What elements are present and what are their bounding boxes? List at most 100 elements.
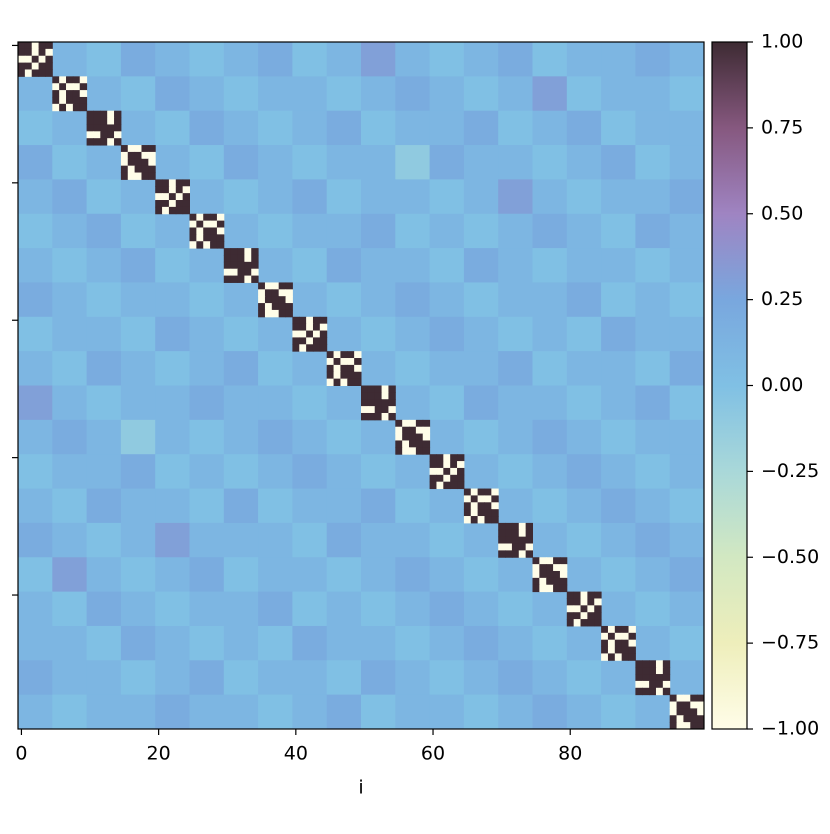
heatmap-cell	[18, 48, 26, 57]
heatmap-cell	[347, 364, 355, 373]
heatmap-cell	[120, 110, 156, 146]
heatmap-cell	[621, 632, 630, 641]
heatmap-cell	[114, 138, 122, 146]
heatmap-cell	[669, 715, 678, 723]
heatmap-cell	[18, 454, 53, 490]
heatmap-cell	[148, 165, 156, 174]
heatmap-cell	[155, 694, 190, 730]
heatmap-cell	[148, 151, 156, 160]
heatmap-cell	[477, 488, 485, 496]
heatmap-cell	[559, 570, 568, 579]
heatmap-cell	[690, 715, 698, 723]
heatmap-cell	[635, 454, 671, 490]
heatmap-cell	[594, 598, 602, 606]
heatmap-cell	[361, 625, 396, 661]
heatmap-cell	[374, 385, 383, 393]
heatmap-cell	[18, 660, 53, 696]
heatmap-cell	[223, 261, 232, 270]
heatmap-cell	[134, 151, 142, 160]
heatmap-cell	[463, 516, 472, 524]
heatmap-cell	[463, 660, 499, 696]
heatmap-cell	[52, 625, 88, 661]
heatmap-cell	[52, 213, 88, 249]
heatmap-cell	[697, 715, 705, 723]
heatmap-cell	[148, 145, 156, 153]
heatmap-cell	[107, 131, 115, 139]
heatmap-cell	[312, 337, 321, 345]
heatmap-cell	[66, 76, 74, 84]
heatmap-cell	[415, 426, 424, 435]
heatmap-cell	[120, 660, 156, 696]
heatmap-cell	[477, 495, 485, 503]
heatmap-cell	[601, 385, 636, 421]
heatmap-cell	[601, 632, 609, 641]
heatmap-cell	[566, 316, 602, 352]
heatmap-cell	[402, 419, 410, 428]
heatmap-cell	[292, 625, 328, 661]
heatmap-cell	[649, 687, 657, 696]
heatmap-cell	[587, 591, 595, 599]
heatmap-cell	[532, 179, 568, 215]
heatmap-cell	[326, 454, 362, 490]
heatmap-cell	[498, 543, 506, 551]
heatmap-cell	[580, 591, 588, 599]
heatmap-cell	[258, 145, 293, 180]
heatmap-cell	[31, 62, 40, 70]
heatmap-cell	[38, 62, 46, 70]
heatmap-cell	[532, 694, 568, 730]
heatmap-cell	[127, 172, 136, 180]
heatmap-cell	[422, 447, 431, 455]
heatmap-cell	[93, 138, 101, 146]
heatmap-cell	[182, 193, 190, 201]
heatmap-cell	[621, 646, 630, 654]
heatmap-cell	[237, 261, 245, 270]
heatmap-cell	[189, 694, 225, 730]
heatmap-cell	[251, 254, 259, 263]
heatmap-cell	[45, 48, 53, 57]
heatmap-cell	[566, 42, 602, 77]
heatmap-cell	[189, 213, 197, 222]
heatmap-cell	[79, 83, 88, 91]
heatmap-cell	[210, 227, 218, 235]
heatmap-cell	[72, 83, 81, 91]
heatmap-cell	[669, 110, 705, 146]
heatmap-cell	[271, 303, 280, 311]
heatmap-cell	[127, 158, 136, 167]
heatmap-cell	[155, 419, 190, 455]
heatmap-cell	[237, 268, 245, 277]
heatmap-cell	[292, 694, 328, 730]
heatmap-cell	[306, 316, 314, 325]
heatmap-cell	[319, 344, 328, 352]
heatmap-cell	[79, 76, 88, 84]
heatmap-cell	[326, 625, 362, 661]
heatmap-cell	[429, 591, 465, 627]
heatmap-cell	[326, 557, 362, 593]
heatmap-cell	[429, 42, 465, 77]
heatmap-cell	[354, 371, 362, 380]
heatmap-cell	[203, 220, 211, 228]
heatmap-cell	[470, 488, 479, 496]
heatmap-cell	[566, 419, 602, 455]
heatmap-cell	[532, 570, 540, 579]
heatmap-cell	[18, 351, 53, 386]
heatmap-cell	[66, 90, 74, 98]
heatmap-cell	[463, 419, 499, 455]
heatmap-cell	[189, 42, 225, 77]
heatmap-cell	[203, 213, 211, 222]
colorbar-tick-label: 0.00	[761, 374, 803, 396]
heatmap-cell	[395, 557, 431, 593]
heatmap-cell	[607, 646, 616, 654]
heatmap-cell	[690, 701, 698, 709]
heatmap-cell	[607, 653, 616, 661]
heatmap-cell	[210, 213, 218, 222]
heatmap-cell	[546, 564, 554, 572]
heatmap-cell	[258, 625, 293, 661]
heatmap-cell	[319, 316, 328, 325]
heatmap-cell	[566, 76, 602, 112]
heatmap-cell	[395, 447, 403, 455]
heatmap-cell	[189, 179, 225, 215]
heatmap-cell	[532, 316, 568, 352]
heatmap-cell	[52, 385, 88, 421]
heatmap-cell	[18, 557, 53, 593]
heatmap-cell	[388, 392, 396, 400]
